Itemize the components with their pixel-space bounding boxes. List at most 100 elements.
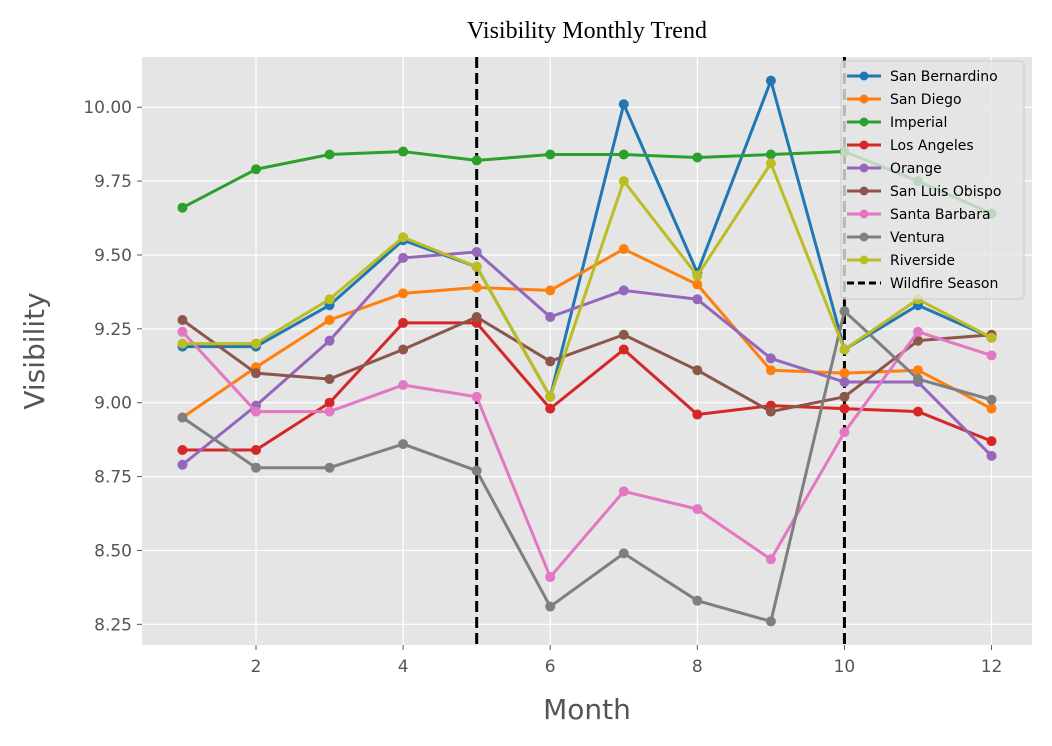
data-point-imperial xyxy=(398,146,409,157)
data-point-ventura xyxy=(692,595,703,606)
legend-box xyxy=(840,60,1025,300)
data-point-santa-barbara xyxy=(765,554,776,565)
data-point-los-angeles xyxy=(398,317,409,328)
data-point-san-diego xyxy=(545,285,556,296)
series-line-orange xyxy=(181,250,993,466)
data-point-orange xyxy=(471,247,482,258)
legend-label-san-bernardino: San Bernardino xyxy=(890,69,998,85)
data-point-san-diego xyxy=(324,314,335,325)
data-point-san-luis-obispo xyxy=(251,368,262,379)
data-point-riverside xyxy=(839,344,850,355)
data-point-los-angeles xyxy=(545,403,556,414)
data-point-san-luis-obispo xyxy=(177,314,188,325)
data-point-riverside xyxy=(986,332,997,343)
x-tick-label: 8 xyxy=(692,657,703,677)
chart-title: Visibility Monthly Trend xyxy=(467,18,707,44)
data-point-los-angeles xyxy=(177,444,188,455)
data-point-orange xyxy=(692,294,703,305)
legend-label-los-angeles: Los Angeles xyxy=(890,138,974,154)
data-point-orange xyxy=(765,353,776,364)
data-point-santa-barbara xyxy=(839,427,850,438)
data-point-santa-barbara xyxy=(471,391,482,402)
data-point-ventura xyxy=(177,412,188,423)
legend-label-wildfire-season: Wildfire Season xyxy=(890,276,998,292)
data-point-riverside xyxy=(765,158,776,169)
data-point-riverside xyxy=(471,261,482,272)
data-point-ventura xyxy=(618,548,629,559)
legend-label-santa-barbara: Santa Barbara xyxy=(890,207,991,223)
data-point-orange xyxy=(986,450,997,461)
data-point-san-luis-obispo xyxy=(618,329,629,340)
data-point-los-angeles xyxy=(324,397,335,408)
x-tick-label: 2 xyxy=(251,657,262,677)
data-point-santa-barbara xyxy=(545,572,556,583)
data-point-orange xyxy=(324,335,335,346)
data-point-ventura xyxy=(545,601,556,612)
tick-labels: 2 4 6 8 10 12 8.25 8.50 8.75 9.00 9.25 9.50 9.75 10.0… xyxy=(83,98,1002,677)
data-point-santa-barbara xyxy=(692,504,703,515)
x-axis-label: Month xyxy=(543,693,631,726)
legend-label-orange: Orange xyxy=(890,161,942,177)
data-point-riverside xyxy=(324,294,335,305)
data-point-orange xyxy=(839,377,850,388)
data-point-santa-barbara xyxy=(986,350,997,361)
data-point-imperial xyxy=(692,152,703,163)
series-riverside xyxy=(177,158,997,402)
legend-marker-los-angeles xyxy=(859,140,869,150)
legend-label-ventura: Ventura xyxy=(890,230,945,246)
data-point-san-diego xyxy=(986,403,997,414)
series-line-santa-barbara xyxy=(181,330,993,579)
data-point-los-angeles xyxy=(839,403,850,414)
data-point-riverside xyxy=(618,176,629,187)
data-point-san-luis-obispo xyxy=(912,335,923,346)
data-point-san-diego xyxy=(692,279,703,290)
legend-marker-san-luis-obispo xyxy=(859,186,869,196)
data-point-san-luis-obispo xyxy=(839,391,850,402)
data-point-orange xyxy=(545,312,556,323)
series-line-riverside xyxy=(182,161,993,399)
data-point-los-angeles xyxy=(986,436,997,447)
data-point-san-diego xyxy=(618,244,629,255)
data-point-imperial xyxy=(471,155,482,166)
y-tick-label: 9.25 xyxy=(94,320,132,340)
data-point-san-diego xyxy=(912,365,923,376)
series-line-san-luis-obispo xyxy=(181,315,992,414)
data-point-santa-barbara xyxy=(324,406,335,417)
data-point-orange xyxy=(618,285,629,296)
data-point-riverside xyxy=(251,338,262,349)
y-axis-label: Visibility xyxy=(18,292,51,409)
x-tick-label: 6 xyxy=(545,657,556,677)
series-line-san-diego xyxy=(181,247,993,419)
data-point-san-luis-obispo xyxy=(324,374,335,385)
series-ventura xyxy=(177,306,997,627)
y-tick-label: 9.50 xyxy=(94,246,132,266)
data-point-san-luis-obispo xyxy=(398,344,409,355)
legend-marker-san-diego xyxy=(859,94,869,104)
y-tick-label: 8.25 xyxy=(94,615,132,635)
data-point-imperial xyxy=(618,149,629,160)
data-point-ventura xyxy=(765,616,776,627)
x-tick-label: 4 xyxy=(398,657,409,677)
data-point-san-diego xyxy=(471,282,482,293)
legend-marker-riverside xyxy=(859,255,869,265)
data-point-san-diego xyxy=(839,368,850,379)
data-point-los-angeles xyxy=(692,409,703,420)
data-point-santa-barbara xyxy=(398,379,409,390)
legend-label-san-luis-obispo: San Luis Obispo xyxy=(890,184,1001,200)
legend-marker-orange xyxy=(859,163,869,173)
legend-label-san-diego: San Diego xyxy=(890,92,962,108)
series-orange xyxy=(177,247,997,470)
data-point-ventura xyxy=(839,306,850,317)
data-point-ventura xyxy=(251,462,262,473)
data-point-riverside xyxy=(692,270,703,281)
data-point-los-angeles xyxy=(618,344,629,355)
x-tick-label: 10 xyxy=(834,657,856,677)
legend-marker-ventura xyxy=(859,232,869,242)
data-point-santa-barbara xyxy=(618,486,629,497)
legend-marker-santa-barbara xyxy=(859,209,869,219)
data-point-san-luis-obispo xyxy=(471,312,482,323)
data-point-san-bernardino xyxy=(618,99,629,110)
data-point-san-luis-obispo xyxy=(765,406,776,417)
